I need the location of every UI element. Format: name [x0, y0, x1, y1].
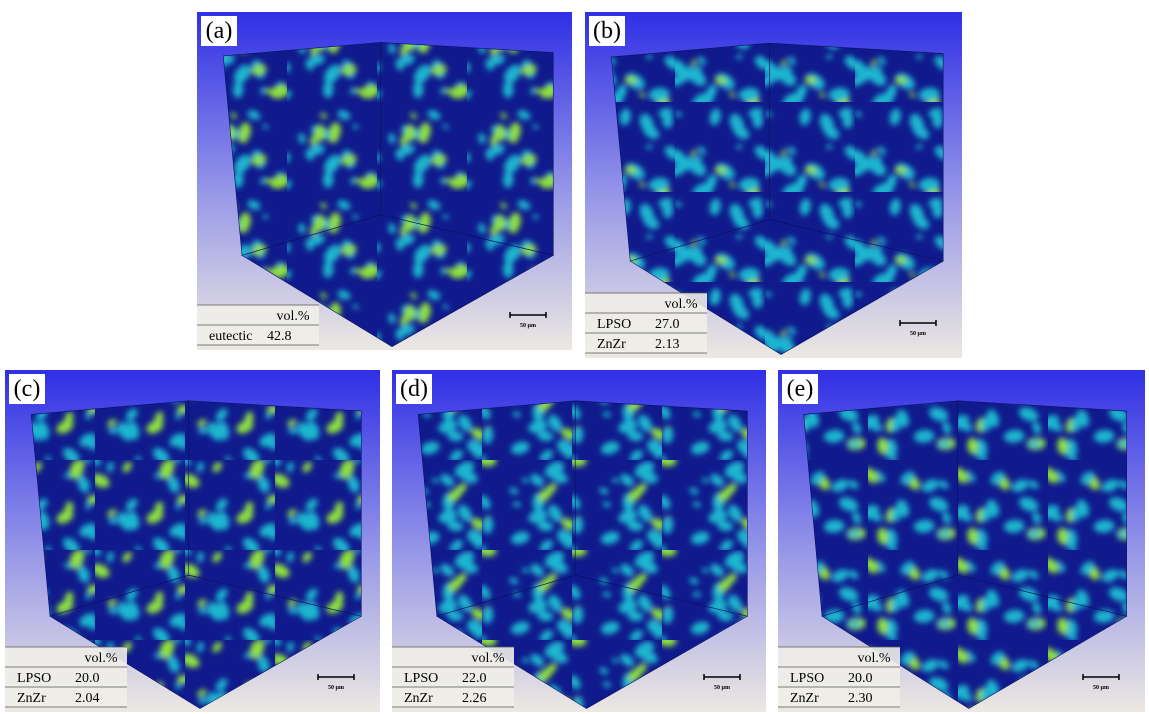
panel-image: (e) vol.% LPSO 20.0 ZnZr 2.30 50 µm: [778, 370, 1145, 712]
panel-image: (b) vol.% LPSO 27.0 ZnZr 2.13 50 µm: [585, 12, 962, 358]
panel-label: (e): [787, 376, 814, 402]
table-header: vol.%: [84, 651, 117, 666]
panel: (d) vol.% LPSO 22.0 ZnZr 2.26 50 µm: [392, 370, 766, 712]
phase-name: LPSO: [404, 671, 438, 686]
phase-name: eutectic: [209, 329, 253, 344]
table-header: vol.%: [857, 651, 890, 666]
phase-value: 2.13: [655, 337, 680, 352]
phase-value: 2.26: [462, 691, 487, 706]
phase-name: ZnZr: [790, 691, 819, 706]
scale-label: 50 µm: [1093, 685, 1109, 691]
phase-value: 22.0: [462, 671, 487, 686]
scale-label: 50 µm: [714, 685, 730, 691]
panel-label: (b): [593, 18, 621, 44]
phase-name: ZnZr: [597, 337, 626, 352]
table-header: vol.%: [664, 297, 697, 312]
panel-label: (c): [14, 376, 41, 402]
panel-image: (a) vol.% eutectic 42.8 50 µm: [197, 12, 572, 350]
phase-value: 2.04: [75, 691, 100, 706]
panel-label: (a): [206, 18, 233, 44]
phase-name: ZnZr: [17, 691, 46, 706]
table-header: vol.%: [276, 309, 309, 324]
panel-image: (d) vol.% LPSO 22.0 ZnZr 2.26 50 µm: [392, 370, 766, 712]
panel: (b) vol.% LPSO 27.0 ZnZr 2.13 50 µm: [585, 12, 962, 358]
phase-name: LPSO: [17, 671, 51, 686]
phase-value: 42.8: [267, 329, 292, 344]
phase-value: 20.0: [848, 671, 873, 686]
table-header: vol.%: [471, 651, 504, 666]
phase-name: LPSO: [597, 317, 631, 332]
phase-value: 2.30: [848, 691, 873, 706]
phase-name: ZnZr: [404, 691, 433, 706]
phase-name: LPSO: [790, 671, 824, 686]
panel-label: (d): [400, 376, 428, 402]
panel-image: (c) vol.% LPSO 20.0 ZnZr 2.04 50 µm: [5, 370, 380, 712]
panel: (e) vol.% LPSO 20.0 ZnZr 2.30 50 µm: [778, 370, 1145, 712]
phase-value: 27.0: [655, 317, 680, 332]
panel: (a) vol.% eutectic 42.8 50 µm: [197, 12, 572, 350]
scale-label: 50 µm: [520, 323, 536, 329]
scale-label: 50 µm: [328, 685, 344, 691]
phase-value: 20.0: [75, 671, 100, 686]
scale-label: 50 µm: [910, 331, 926, 337]
figure: (a) vol.% eutectic 42.8 50 µm (b) vol.% LPSO 27.…: [0, 0, 1149, 714]
panel: (c) vol.% LPSO 20.0 ZnZr 2.04 50 µm: [5, 370, 380, 712]
